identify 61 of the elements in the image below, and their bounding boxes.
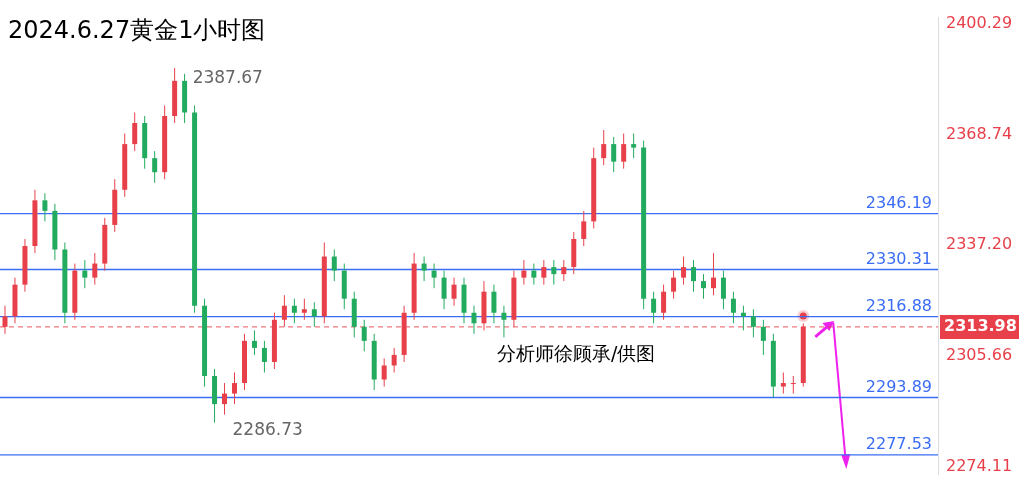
candlestick — [790, 375, 796, 395]
candlestick — [631, 133, 637, 159]
y-tick-label: 2368.74 — [946, 123, 1013, 143]
candlestick — [291, 298, 297, 324]
candlestick — [251, 329, 257, 356]
ref-line-label: 2330.31 — [865, 248, 932, 268]
candlestick — [421, 256, 427, 282]
candlestick — [541, 259, 547, 286]
ref-line-label: 2313.98 — [944, 316, 1017, 336]
candlestick — [561, 259, 567, 282]
candlestick — [491, 284, 497, 324]
candlestick — [730, 291, 736, 324]
candlestick — [671, 270, 677, 300]
candlestick — [531, 263, 537, 286]
candlestick — [651, 291, 657, 324]
candlestick — [232, 372, 237, 405]
candlestick — [441, 270, 447, 310]
candlestick — [611, 136, 617, 173]
candlestick — [431, 263, 437, 289]
candlestick — [521, 259, 527, 286]
candlestick — [82, 259, 88, 289]
candlestick — [92, 252, 98, 286]
candlestick — [750, 308, 756, 338]
ref-line-label: 2277.53 — [865, 434, 932, 454]
candlestick — [691, 259, 697, 293]
candlestick — [601, 129, 607, 166]
ref-line-label: 2316.88 — [865, 295, 932, 315]
y-tick-label: 2305.66 — [946, 345, 1013, 365]
candlestick — [661, 284, 667, 321]
candlestick — [551, 259, 557, 286]
candlestick — [720, 270, 726, 310]
candlestick — [301, 298, 307, 321]
candlestick — [331, 249, 337, 282]
candlestick — [222, 382, 228, 416]
candlestick — [701, 273, 706, 300]
candlestick — [471, 305, 477, 335]
y-tick-label: 2337.20 — [946, 234, 1013, 254]
candlestick — [361, 319, 367, 352]
chart-title: 2024.6.27黄金1小时图 — [8, 15, 266, 46]
candlestick — [152, 150, 158, 184]
annotation: 2387.67 — [192, 66, 263, 87]
y-tick-label: 2274.11 — [946, 456, 1013, 476]
ref-line-label: 2346.19 — [865, 192, 932, 212]
candlestick — [381, 357, 387, 388]
annotation: 分析师徐顾承/供图 — [497, 341, 656, 366]
candlestick — [780, 372, 786, 395]
candlestick — [132, 111, 138, 152]
candlestick — [311, 301, 317, 328]
candlestick — [710, 252, 716, 296]
candlestick — [391, 347, 397, 373]
candlestick — [681, 256, 687, 286]
candlestick — [261, 340, 267, 373]
candlestick — [621, 133, 627, 170]
ref-line-label: 2293.89 — [865, 376, 932, 396]
annotation: 2286.73 — [232, 419, 303, 440]
candlestick — [42, 192, 48, 222]
candlestick — [760, 319, 766, 356]
candlestick — [451, 277, 457, 307]
y-tick-label: 2400.29 — [946, 12, 1013, 32]
candlestick — [501, 305, 507, 338]
candlestick — [581, 210, 587, 247]
